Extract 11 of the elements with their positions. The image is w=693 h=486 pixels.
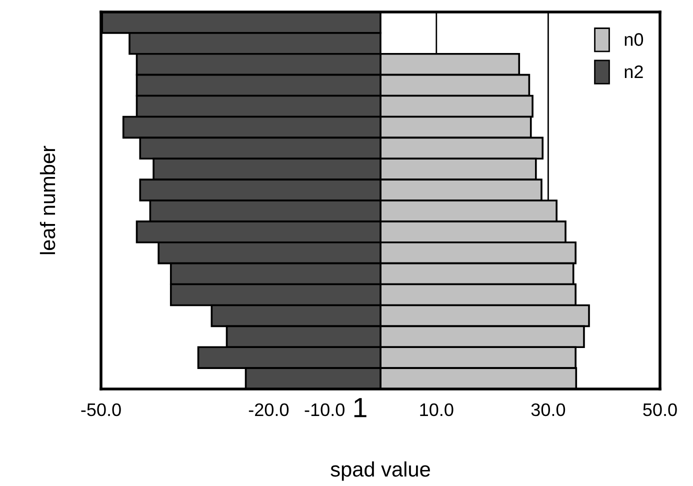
x-tick-label: -50.0 bbox=[81, 403, 121, 416]
x-tick-label: -10.0 bbox=[304, 403, 344, 416]
x-tick-label: 30.0 bbox=[531, 403, 566, 416]
x-tick-label: 50.0 bbox=[643, 403, 677, 416]
legend-label: n2 bbox=[624, 65, 643, 78]
x-tick-label: 10.0 bbox=[420, 403, 454, 416]
y-axis-title: leaf number bbox=[40, 146, 56, 254]
text: 1 bbox=[354, 398, 366, 418]
legend-label: n0 bbox=[624, 33, 644, 46]
x-axis-title: spad value bbox=[330, 461, 430, 481]
x-tick-label: -20.0 bbox=[248, 403, 289, 416]
